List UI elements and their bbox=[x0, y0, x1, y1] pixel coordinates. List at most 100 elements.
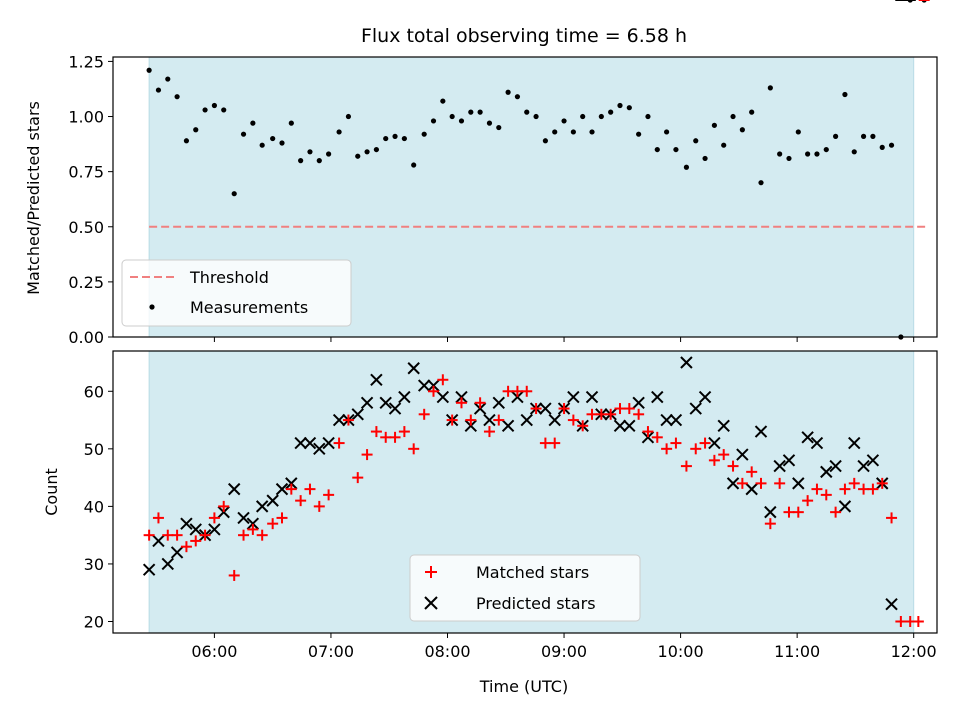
legend-matched-swatch bbox=[425, 566, 437, 578]
measurement-point bbox=[345, 113, 352, 120]
matched-star-point bbox=[474, 397, 486, 409]
measurement-point bbox=[401, 135, 407, 142]
predicted-star-point bbox=[539, 402, 552, 415]
measurement-point bbox=[316, 158, 322, 164]
predicted-star-point bbox=[483, 413, 496, 427]
predicted-star-point bbox=[520, 413, 533, 427]
predicted-star-point bbox=[885, 598, 898, 611]
matched-star-point bbox=[162, 529, 174, 541]
measurement-point bbox=[654, 146, 660, 153]
measurement-point bbox=[231, 191, 237, 197]
predicted-star-point bbox=[492, 396, 505, 410]
measurement-point bbox=[146, 67, 152, 73]
predicted-star-point bbox=[228, 482, 241, 496]
measurement-point bbox=[202, 107, 208, 113]
measurement-point bbox=[739, 127, 745, 133]
matched-star-point bbox=[218, 500, 230, 512]
measurement-point bbox=[392, 133, 398, 139]
measurement-point bbox=[496, 124, 502, 131]
matched-star-point bbox=[802, 495, 814, 507]
measurement-point bbox=[298, 158, 304, 164]
predicted-star-point bbox=[773, 459, 786, 473]
predicted-star-point bbox=[407, 362, 420, 375]
measurement-point bbox=[270, 135, 276, 142]
measurement-point bbox=[664, 129, 670, 135]
predicted-star-point bbox=[857, 459, 870, 473]
predicted-star-point bbox=[170, 546, 184, 559]
measurement-point bbox=[524, 109, 530, 115]
matched-star-point bbox=[670, 437, 682, 449]
legend-measurements-label: Measurements bbox=[190, 298, 308, 317]
matched-star-point bbox=[238, 529, 250, 541]
matched-star-point bbox=[228, 569, 240, 581]
matched-star-point bbox=[567, 414, 579, 426]
predicted-star-point bbox=[398, 390, 411, 404]
measurement-point bbox=[193, 127, 199, 133]
predicted-star-point bbox=[623, 419, 636, 433]
predicted-star-point bbox=[322, 436, 335, 450]
matched-star-point bbox=[389, 431, 401, 443]
matched-star-point bbox=[361, 449, 373, 461]
predicted-star-point bbox=[792, 477, 805, 490]
measurement-point bbox=[552, 129, 558, 135]
matched-star-point bbox=[530, 403, 542, 415]
measurement-point bbox=[383, 135, 389, 142]
measurement-point bbox=[860, 133, 867, 139]
bottom-y-ticks: 20 30 40 50 60 bbox=[84, 382, 113, 631]
measurement-point bbox=[165, 76, 171, 82]
matched-star-point bbox=[848, 477, 860, 489]
predicted-star-point bbox=[810, 436, 824, 450]
matched-star-points bbox=[143, 0, 930, 627]
legend-predicted-label: Predicted stars bbox=[476, 594, 596, 613]
top-legend: Threshold Measurements bbox=[121, 259, 352, 327]
matched-star-point bbox=[858, 483, 870, 495]
predicted-star-point bbox=[417, 379, 431, 392]
matched-star-point bbox=[295, 495, 307, 507]
predicted-star-point bbox=[388, 402, 402, 415]
matched-star-point bbox=[895, 615, 907, 627]
x-tick-label: 07:00 bbox=[308, 642, 354, 661]
matched-star-point bbox=[539, 437, 551, 449]
predicted-star-point bbox=[142, 563, 156, 576]
predicted-star-point bbox=[548, 413, 561, 427]
top-legend-box bbox=[121, 259, 352, 327]
predicted-star-point bbox=[464, 419, 478, 433]
matched-star-point bbox=[708, 454, 720, 466]
predicted-star-point bbox=[567, 390, 580, 404]
matched-star-point bbox=[437, 374, 449, 386]
predicted-star-point bbox=[473, 402, 487, 415]
matched-star-point bbox=[820, 489, 832, 501]
predicted-star-point bbox=[801, 431, 814, 444]
predicted-star-point bbox=[651, 390, 664, 404]
matched-star-point bbox=[247, 523, 259, 535]
predicted-star-point bbox=[189, 523, 202, 536]
measurement-point bbox=[749, 109, 755, 115]
predicted-star-point bbox=[782, 454, 796, 467]
predicted-star-point bbox=[708, 436, 721, 450]
y-tick-label: 0.00 bbox=[68, 328, 104, 347]
x-tick-label: 08:00 bbox=[424, 642, 470, 661]
predicted-star-point bbox=[736, 448, 749, 461]
matched-star-point bbox=[285, 483, 297, 495]
predicted-star-point bbox=[427, 379, 440, 392]
matched-star-point bbox=[333, 437, 345, 449]
measurement-point bbox=[355, 153, 361, 159]
measurement-point bbox=[364, 149, 370, 155]
matched-star-point bbox=[511, 385, 523, 397]
measurement-point bbox=[842, 91, 848, 98]
x-tick-label: 06:00 bbox=[191, 642, 237, 661]
measurement-point bbox=[608, 109, 614, 115]
matched-star-point bbox=[370, 426, 382, 438]
predicted-star-point bbox=[726, 477, 740, 490]
predicted-star-point bbox=[689, 402, 702, 415]
matched-star-point bbox=[680, 460, 692, 472]
matched-star-point bbox=[718, 449, 730, 461]
y-tick-label: 1.25 bbox=[68, 52, 104, 71]
matched-star-point bbox=[764, 518, 776, 530]
measurement-point bbox=[259, 142, 265, 148]
matched-star-point bbox=[792, 506, 804, 518]
predicted-star-point bbox=[303, 436, 317, 450]
predicted-star-point bbox=[501, 419, 515, 433]
matched-star-point bbox=[428, 385, 440, 397]
measurement-point bbox=[458, 118, 465, 124]
